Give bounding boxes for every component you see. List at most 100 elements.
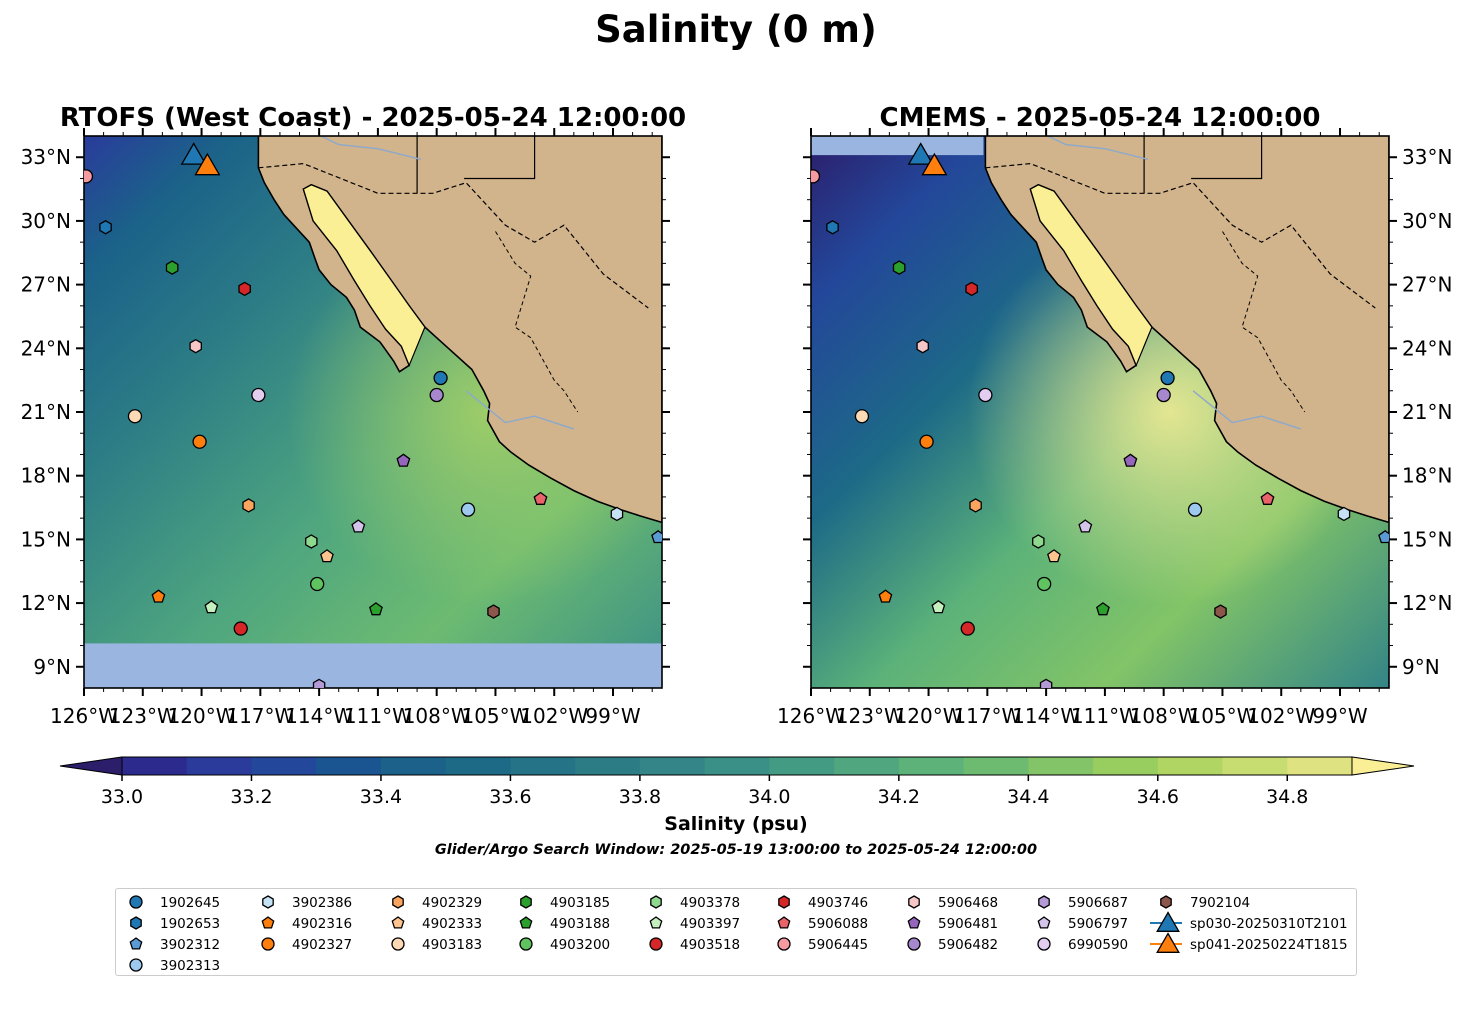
colorbar-segment: [898, 757, 965, 775]
lon-tick-label: 120°W: [895, 704, 963, 728]
legend-marker-sp041-20250224T1815: [1156, 932, 1180, 953]
lat-tick-label: 18°N: [1402, 464, 1452, 488]
legend-label: sp030-20250310T2101: [1190, 916, 1348, 932]
legend-marker-7902104: [1160, 895, 1172, 909]
lat-tick-label: 21°N: [21, 400, 71, 424]
lon-tick-label: 99°W: [1312, 704, 1367, 728]
lon-tick-label: 114°W: [285, 704, 353, 728]
colorbar-segment: [1157, 757, 1224, 775]
marker-3902313: [460, 502, 476, 517]
lat-tick-label: 24°N: [1402, 336, 1452, 360]
lat-tick-label: 12°N: [1402, 591, 1452, 615]
legend-marker-4903188: [519, 916, 533, 929]
legend-entry: 4903378: [650, 895, 740, 911]
marker-4903183: [127, 409, 143, 424]
legend-entry: 5906687: [1038, 895, 1128, 911]
marker-7902104: [1214, 604, 1227, 619]
panel-title: CMEMS - 2025-05-24 12:00:00: [880, 103, 1321, 133]
lat-tick-label: 27°N: [21, 273, 71, 297]
colorbar-label: Salinity (psu): [664, 813, 807, 835]
no-data-band: [811, 136, 984, 156]
marker-1902645: [1160, 370, 1175, 386]
colorbar-tick-label: 33.0: [101, 786, 143, 808]
lat-tick-label: 30°N: [21, 209, 71, 233]
lon-tick-label: 102°W: [1247, 704, 1315, 728]
legend-marker-4903183: [391, 937, 405, 951]
legend-label: 1902653: [160, 916, 220, 932]
river: [1046, 136, 1149, 161]
legend-entry: 1902653: [130, 916, 220, 932]
legend-label: 4903188: [550, 916, 610, 932]
legend-entry: 4903397: [649, 916, 740, 932]
lat-tick-label: 15°N: [21, 527, 71, 551]
legend-marker-5906468: [908, 895, 920, 909]
marker-5906687: [1039, 678, 1053, 688]
legend-entry: 5906445: [777, 937, 868, 953]
colorbar-segment: [186, 757, 252, 775]
search-window-subtitle: Glider/Argo Search Window: 2025-05-19 13…: [435, 842, 1037, 858]
legend-entry: 5906481: [907, 916, 998, 932]
marker-1902645: [433, 370, 448, 386]
legend-entry: 5906797: [1037, 916, 1128, 932]
marker-5906687: [312, 678, 326, 688]
lon-tick-label: 108°W: [403, 704, 471, 728]
legend-entry: 3902386: [262, 895, 352, 911]
colorbar-segment: [510, 757, 576, 775]
marker-5906468: [189, 338, 202, 354]
marker-3902386: [1337, 506, 1351, 522]
state-line: [1222, 231, 1306, 413]
marker-3902312: [651, 529, 662, 544]
legend-marker-4902327: [261, 937, 275, 951]
colorbar-segment: [639, 757, 706, 775]
legend-entry: 6990590: [1037, 937, 1128, 953]
lon-tick-label: 102°W: [520, 704, 588, 728]
legend-entry: 4903188: [519, 916, 610, 932]
marker-5906481: [1123, 453, 1138, 467]
legend-label: 4903185: [550, 895, 610, 911]
marker-5906482: [429, 387, 444, 403]
colorbar-tick-label: 33.2: [230, 786, 272, 808]
state-line: [495, 231, 579, 413]
legend-label: 5906481: [938, 916, 998, 932]
marker-5906797: [1078, 519, 1093, 533]
border-line: [258, 162, 649, 309]
lat-tick-label: 18°N: [21, 464, 71, 488]
marker-4902316: [151, 589, 166, 603]
lon-tick-label: 105°W: [461, 704, 529, 728]
lat-tick-label: 27°N: [1402, 273, 1452, 297]
marker-4903378: [1032, 534, 1045, 549]
legend-marker-5906687: [1038, 895, 1050, 909]
lat-tick-label: 21°N: [1402, 400, 1452, 424]
legend-marker-3902312: [129, 937, 143, 950]
marker-5906088: [533, 491, 548, 505]
legend-label: 3902312: [160, 937, 220, 953]
lon-tick-label: 117°W: [226, 704, 294, 728]
colorbar-segment: [1093, 757, 1159, 775]
marker-6990590: [251, 387, 266, 403]
legend-marker-4903746: [778, 895, 790, 909]
marker-1902653: [826, 220, 839, 235]
lat-tick-label: 30°N: [1402, 209, 1452, 233]
colorbar-segment: [575, 757, 641, 775]
marker-4903188: [369, 602, 383, 616]
legend-marker-1902653: [130, 916, 142, 930]
legend-entry: 4903746: [778, 895, 868, 911]
legend-marker-5906445: [777, 937, 791, 951]
legend-entry: 4903518: [649, 937, 740, 953]
marker-sp030-20250310T2101: [907, 142, 934, 165]
colorbar-tick-label: 33.6: [489, 786, 531, 808]
marker-5906445: [811, 169, 821, 184]
legend-entry: 5906088: [777, 916, 868, 932]
legend-label: 3902313: [160, 958, 220, 974]
marker-4903200: [310, 576, 325, 592]
marker-4903185: [892, 260, 906, 275]
legend-entry: 4903185: [520, 895, 610, 911]
legend-label: 5906482: [938, 937, 998, 953]
legend-marker-4903518: [649, 937, 663, 951]
colorbar-tick-label: 34.2: [878, 786, 920, 808]
marker-4903518: [233, 621, 248, 636]
legend-marker-4902316: [261, 916, 275, 929]
lat-tick-label: 24°N: [21, 336, 71, 360]
colorbar-segment: [380, 757, 447, 775]
marker-sp030-20250310T2101: [180, 142, 207, 165]
